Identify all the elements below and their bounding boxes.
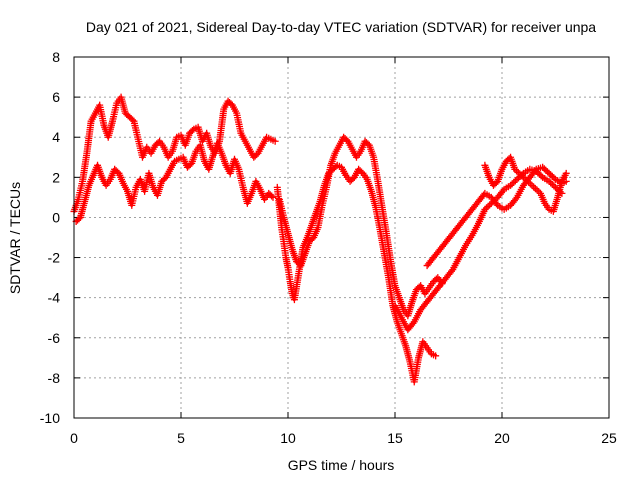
data-point <box>545 169 553 177</box>
y-tick-label: 6 <box>52 89 60 105</box>
data-point <box>535 170 543 178</box>
plot-frame <box>73 56 610 419</box>
data-point <box>432 352 440 360</box>
y-tick-label: -8 <box>48 370 61 386</box>
y-tick-label: -4 <box>48 290 61 306</box>
data-point <box>542 166 550 174</box>
x-tick-label: 0 <box>70 430 78 446</box>
x-tick-label: 10 <box>280 430 296 446</box>
data-point <box>271 137 279 145</box>
y-tick-label: 2 <box>52 169 60 185</box>
y-axis-label: SDTVAR / TECUs <box>7 182 23 294</box>
data-point <box>550 174 558 182</box>
data-point <box>508 180 516 188</box>
data-point <box>539 163 547 171</box>
data-point <box>512 195 520 203</box>
data-point <box>447 267 455 275</box>
data-point <box>540 165 548 173</box>
y-tick-label: -2 <box>48 250 61 266</box>
y-tick-label: 4 <box>52 129 60 145</box>
data-point <box>484 202 492 210</box>
data-point <box>486 201 494 209</box>
x-tick-label: 5 <box>177 430 185 446</box>
y-tick-label: -10 <box>40 410 60 426</box>
data-point <box>562 169 570 177</box>
data-point <box>269 193 277 201</box>
data-point <box>543 168 551 176</box>
y-tick-label: -6 <box>48 330 61 346</box>
data-point <box>548 172 556 180</box>
data-point <box>510 178 518 186</box>
x-tick-label: 20 <box>494 430 510 446</box>
x-axis-label: GPS time / hours <box>288 457 395 473</box>
data-point <box>268 192 276 200</box>
data-point <box>550 182 558 190</box>
chart-title: Day 021 of 2021, Sidereal Day-to-day VTE… <box>86 19 596 35</box>
data-point <box>511 177 519 185</box>
x-tick-label: 15 <box>387 430 403 446</box>
data-point <box>513 175 521 183</box>
x-tick-label: 25 <box>601 430 617 446</box>
data-point <box>507 181 515 189</box>
data-point <box>409 319 417 327</box>
data-point <box>188 127 196 135</box>
y-tick-label: 0 <box>52 209 60 225</box>
data-point <box>547 179 555 187</box>
data-point <box>537 172 545 180</box>
data-point <box>481 205 489 213</box>
data-point <box>548 180 556 188</box>
data-point <box>545 177 553 185</box>
data-point <box>547 171 555 179</box>
y-tick-label: 8 <box>52 49 60 65</box>
data-points <box>70 93 570 386</box>
data-point <box>128 116 136 124</box>
data-point <box>482 204 490 212</box>
